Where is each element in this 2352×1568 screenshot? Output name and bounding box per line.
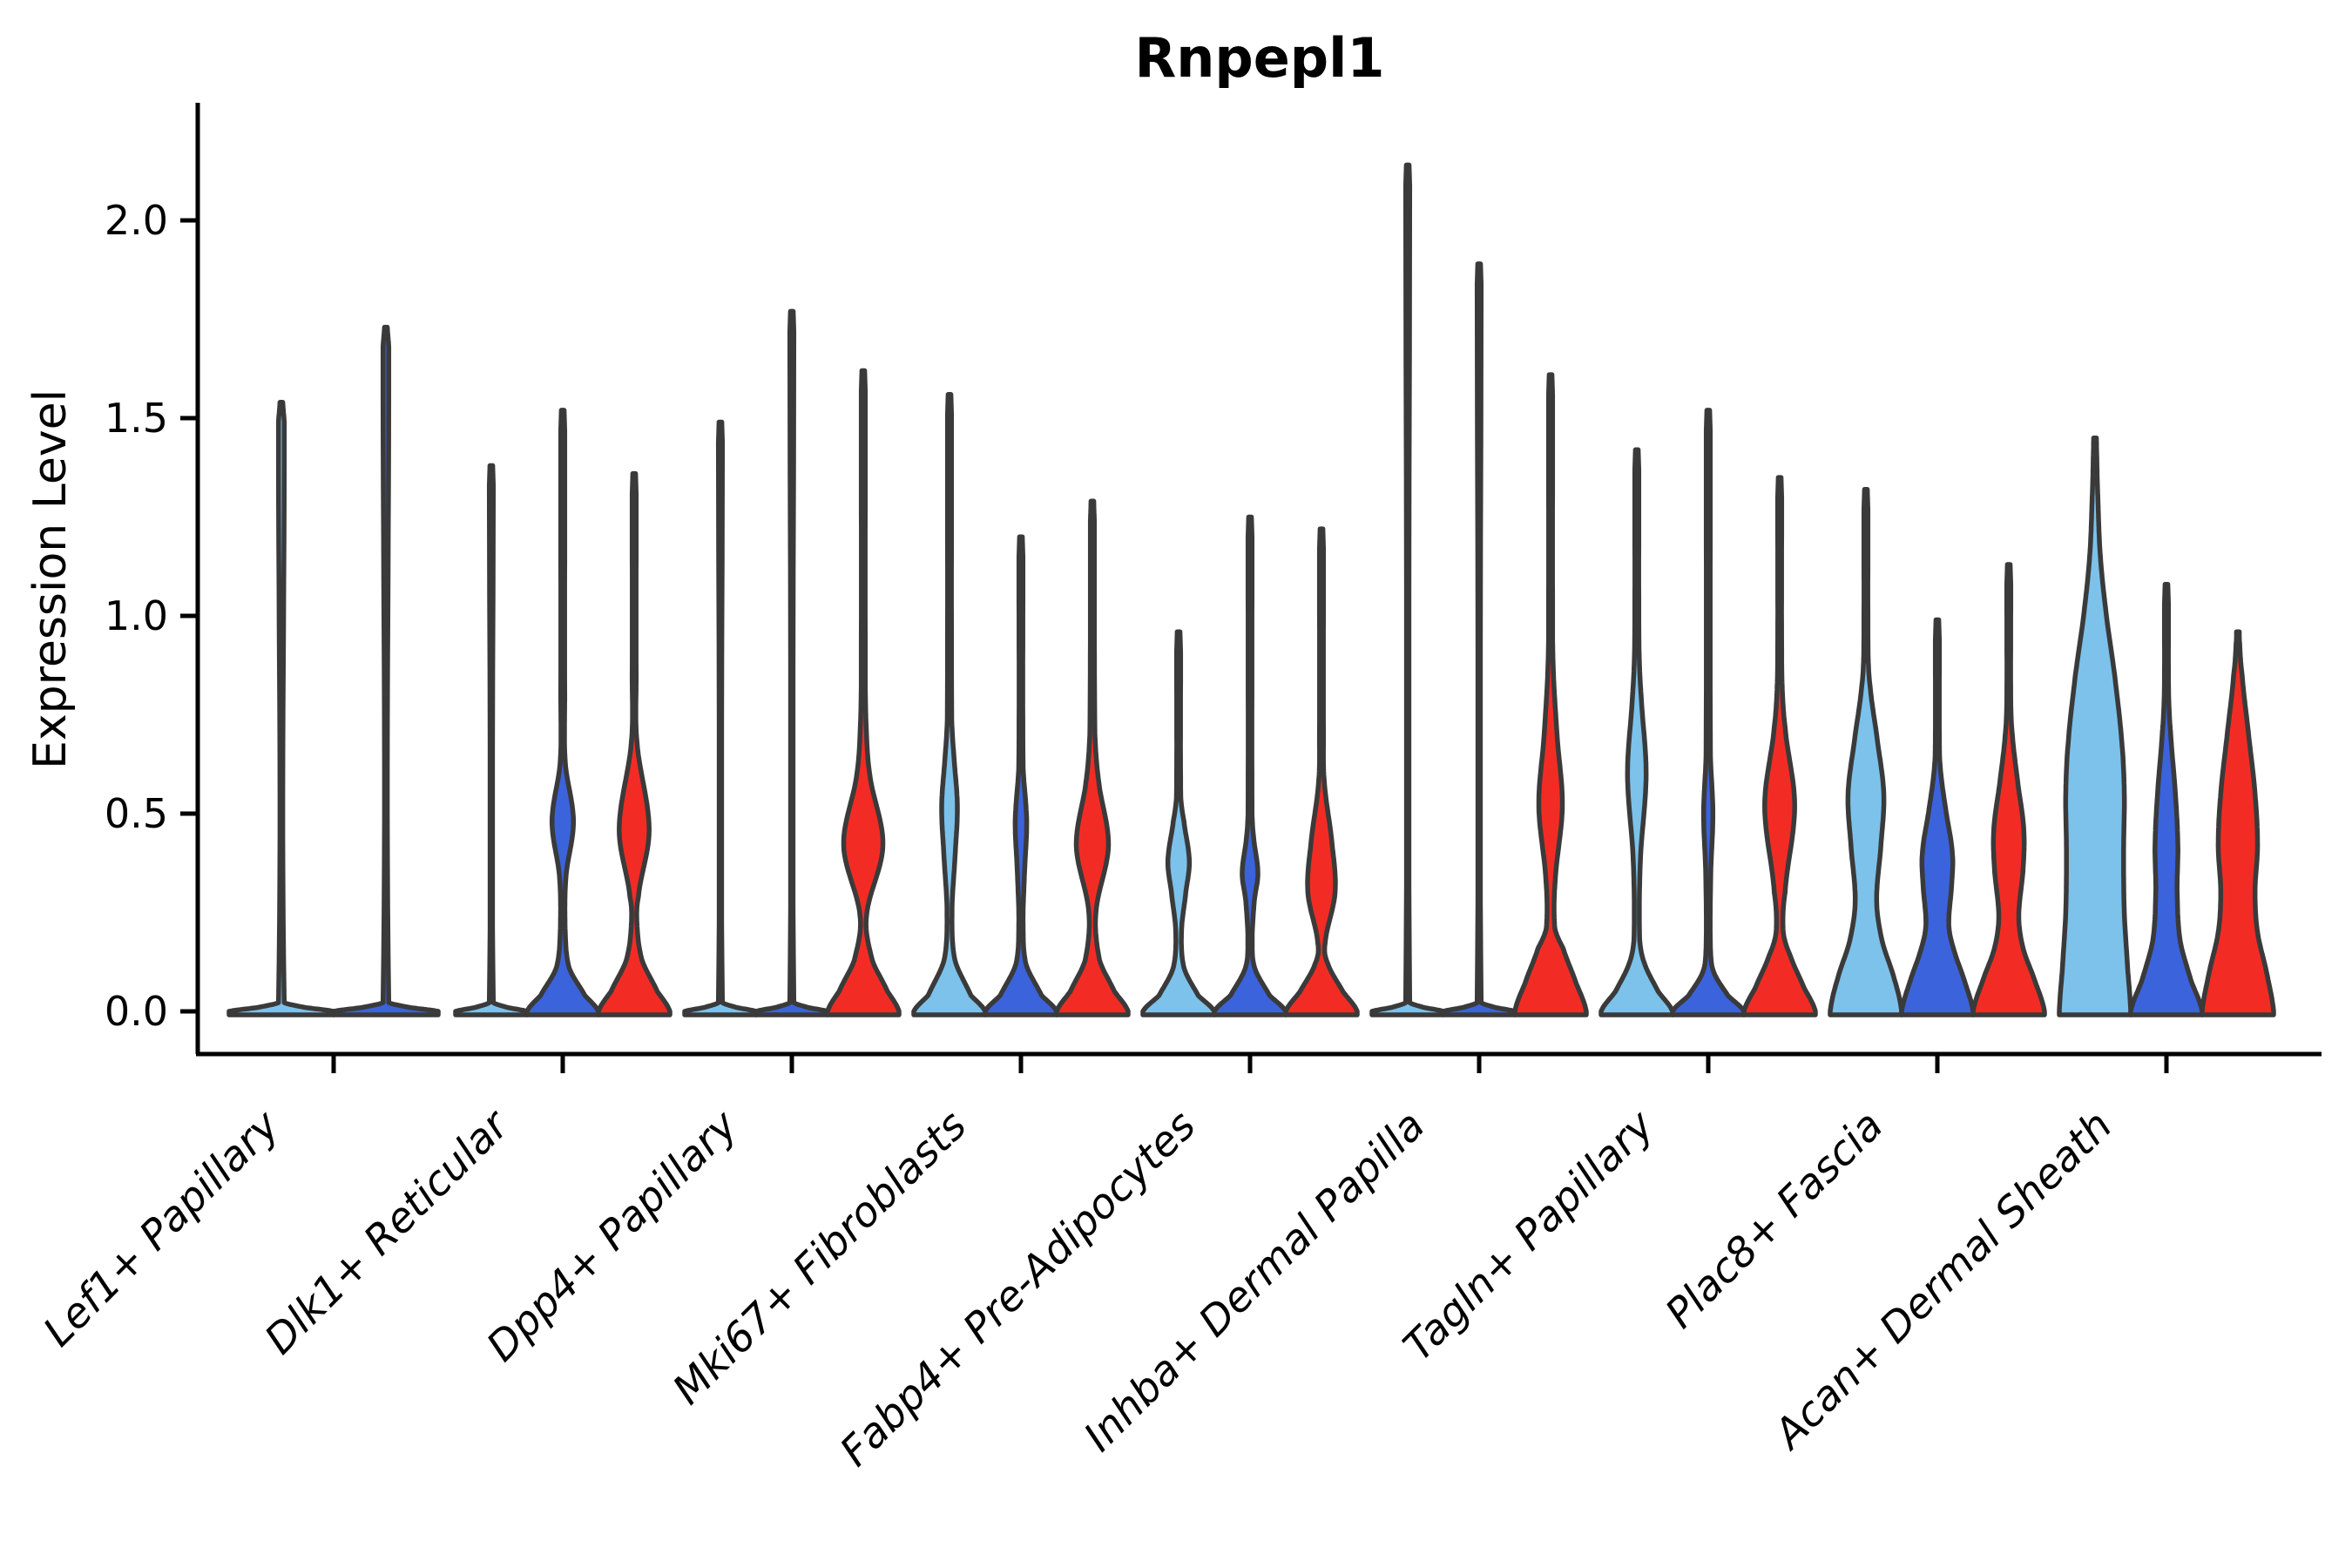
violin-blue (754, 308, 830, 1017)
y-tick-label: 2.0 (105, 197, 168, 244)
x-tick-label: Dlk1+ Reticular (256, 1100, 520, 1364)
violin-blue (331, 324, 441, 1017)
x-tick-label: Lef1+ Papillary (34, 1101, 289, 1356)
y-tick-label: 0.0 (105, 988, 168, 1035)
violin-blue (2128, 581, 2205, 1017)
x-tick-label: Plac8+ Fascia (1656, 1102, 1892, 1338)
y-tick-label: 1.0 (105, 592, 168, 639)
violin-red (1741, 475, 1818, 1017)
violin-red (825, 368, 902, 1017)
violin-light_blue (453, 463, 530, 1017)
violin-light_blue (1140, 629, 1217, 1017)
violin-red (1054, 498, 1131, 1017)
violin-red (2200, 629, 2276, 1017)
violin-light_blue (911, 392, 988, 1017)
violin-blue (983, 534, 1059, 1017)
violin-light_blue (1828, 486, 1904, 1017)
violin-light_blue (682, 419, 759, 1017)
violin-blue (1899, 617, 1976, 1017)
violin-red (596, 470, 672, 1017)
violin-red (1970, 562, 2047, 1017)
chart-title: Rnpepl1 (1134, 26, 1385, 90)
violin-light_blue (226, 400, 336, 1017)
violin-blue (524, 408, 601, 1017)
x-tick-label: Dpp4+ Papillary (477, 1101, 747, 1371)
violin-blue (1441, 261, 1517, 1017)
violin-red (1283, 526, 1360, 1017)
violin-blue (1670, 408, 1747, 1017)
violin-light_blue (1369, 162, 1446, 1017)
violin-light_blue (2057, 435, 2133, 1017)
y-tick-label: 0.5 (105, 790, 168, 837)
y-axis-label: Expression Level (24, 389, 77, 770)
violin-light_blue (1598, 447, 1675, 1017)
x-tick-label: Tagln+ Papillary (1395, 1101, 1665, 1371)
violin-red (1512, 372, 1589, 1017)
violin-blue (1212, 514, 1288, 1017)
y-tick-label: 1.5 (105, 395, 168, 442)
